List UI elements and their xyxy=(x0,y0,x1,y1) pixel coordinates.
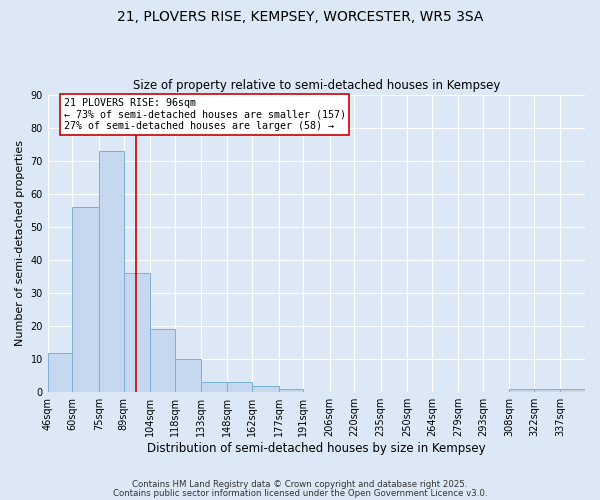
Bar xyxy=(73,207,99,392)
Bar xyxy=(201,382,227,392)
Text: 21, PLOVERS RISE, KEMPSEY, WORCESTER, WR5 3SA: 21, PLOVERS RISE, KEMPSEY, WORCESTER, WR… xyxy=(117,10,483,24)
X-axis label: Distribution of semi-detached houses by size in Kempsey: Distribution of semi-detached houses by … xyxy=(147,442,486,455)
Y-axis label: Number of semi-detached properties: Number of semi-detached properties xyxy=(15,140,25,346)
Bar xyxy=(99,151,124,392)
Bar xyxy=(560,389,585,392)
Bar xyxy=(175,359,201,392)
Bar xyxy=(48,352,73,392)
Title: Size of property relative to semi-detached houses in Kempsey: Size of property relative to semi-detach… xyxy=(133,79,500,92)
Text: Contains public sector information licensed under the Open Government Licence v3: Contains public sector information licen… xyxy=(113,488,487,498)
Bar xyxy=(534,389,560,392)
Text: Contains HM Land Registry data © Crown copyright and database right 2025.: Contains HM Land Registry data © Crown c… xyxy=(132,480,468,489)
Bar xyxy=(150,330,175,392)
Bar xyxy=(124,273,150,392)
Bar xyxy=(278,389,303,392)
Bar xyxy=(252,386,278,392)
Bar xyxy=(227,382,252,392)
Text: 21 PLOVERS RISE: 96sqm
← 73% of semi-detached houses are smaller (157)
27% of se: 21 PLOVERS RISE: 96sqm ← 73% of semi-det… xyxy=(64,98,346,131)
Bar xyxy=(509,389,534,392)
